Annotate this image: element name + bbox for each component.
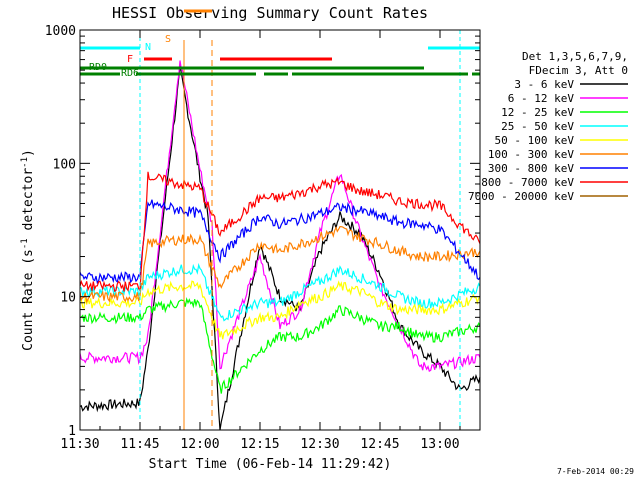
svg-text:Count Rate (s-1 detector-1): Count Rate (s-1 detector-1) bbox=[20, 149, 36, 351]
x-tick-label-6: 13:00 bbox=[420, 437, 459, 452]
y-axis-label-end: ) bbox=[21, 149, 36, 157]
flag-bars: N S F RD0 RD6 bbox=[80, 9, 480, 79]
y-tick-label-1: 10 bbox=[60, 291, 76, 306]
series-line-2 bbox=[79, 296, 481, 394]
y-axis-label-sup1: -1 bbox=[20, 238, 30, 249]
legend-header-line1: Det 1,3,5,6,7,9, bbox=[522, 50, 628, 63]
series-line-3 bbox=[79, 262, 481, 322]
y-axis-label-mid: detector bbox=[21, 168, 36, 239]
x-tick-label-0: 11:30 bbox=[60, 437, 99, 452]
series-line-6 bbox=[79, 199, 481, 285]
series-line-0 bbox=[79, 65, 481, 431]
series-line-5 bbox=[79, 225, 481, 304]
flag-label-f: F bbox=[127, 54, 133, 65]
x-tick-label-5: 12:45 bbox=[360, 437, 399, 452]
series-line-4 bbox=[79, 280, 481, 340]
x-tick-label-4: 12:30 bbox=[300, 437, 339, 452]
flag-label-rd6: RD6 bbox=[121, 68, 139, 79]
legend-label-8: 7000 - 20000 keV bbox=[468, 190, 574, 203]
legend-label-4: 50 - 100 keV bbox=[495, 134, 575, 147]
y-axis-label-main: Count Rate (s bbox=[21, 249, 36, 351]
y-axis-ticks: 1 10 100 1000 bbox=[45, 24, 480, 439]
plot-area bbox=[79, 30, 481, 431]
legend-label-6: 300 - 800 keV bbox=[488, 162, 574, 175]
y-axis-label: Count Rate (s-1 detector-1) bbox=[20, 149, 36, 351]
legend-label-1: 6 - 12 keV bbox=[508, 92, 575, 105]
y-tick-label-0: 1 bbox=[68, 424, 76, 439]
x-axis-label: Start Time (06-Feb-14 11:29:42) bbox=[149, 457, 392, 472]
flag-label-rd0: RD0 bbox=[89, 62, 107, 73]
footer-timestamp: 7-Feb-2014 00:29 bbox=[557, 467, 634, 476]
series-line-1 bbox=[79, 60, 481, 372]
flag-label-n: N bbox=[145, 42, 151, 53]
x-tick-label-1: 11:45 bbox=[120, 437, 159, 452]
y-tick-label-3: 1000 bbox=[45, 24, 76, 39]
y-tick-label-2: 100 bbox=[53, 157, 76, 172]
legend: Det 1,3,5,6,7,9, FDecim 3, Att 0 3 - 6 k… bbox=[468, 50, 628, 203]
series-line-7 bbox=[79, 171, 481, 293]
y-axis-label-sup2: -1 bbox=[20, 157, 30, 168]
x-tick-label-2: 12:00 bbox=[180, 437, 219, 452]
legend-label-0: 3 - 6 keV bbox=[514, 78, 574, 91]
legend-header-line2: FDecim 3, Att 0 bbox=[529, 64, 628, 77]
legend-label-5: 100 - 300 keV bbox=[488, 148, 574, 161]
chart-title: HESSI Observing Summary Count Rates bbox=[112, 4, 428, 22]
legend-label-2: 12 - 25 keV bbox=[501, 106, 574, 119]
x-tick-label-3: 12:15 bbox=[240, 437, 279, 452]
flag-label-s: S bbox=[165, 34, 171, 45]
x-axis-ticks: 11:30 11:45 12:00 12:15 12:30 12:45 13:00 bbox=[60, 30, 481, 452]
legend-label-7: 800 - 7000 keV bbox=[481, 176, 574, 189]
legend-label-3: 25 - 50 keV bbox=[501, 120, 574, 133]
